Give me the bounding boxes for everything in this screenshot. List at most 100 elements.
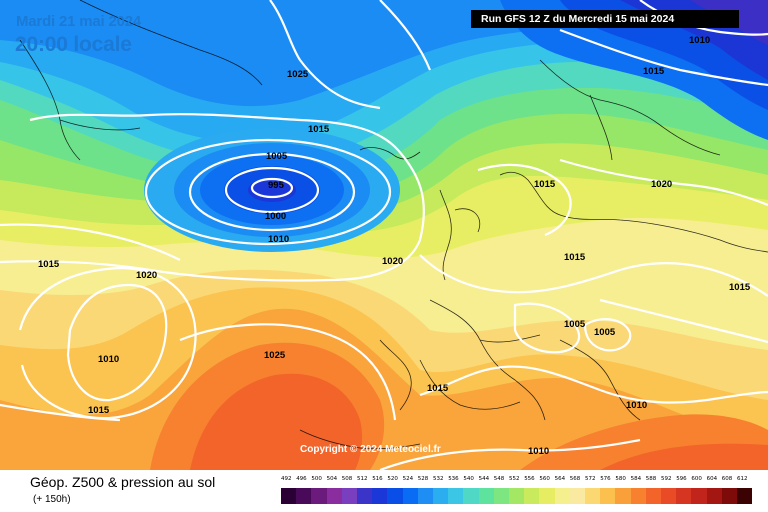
pressure-label: 1005 bbox=[594, 327, 616, 338]
scale-label: 548 bbox=[493, 476, 505, 482]
scale-label: 544 bbox=[478, 476, 490, 482]
pressure-label: 1015 bbox=[308, 124, 330, 135]
scale-swatch bbox=[509, 488, 525, 504]
scale-label: 492 bbox=[281, 476, 292, 482]
scale-swatch bbox=[463, 488, 479, 504]
forecast-date: Mardi 21 mai 2024 bbox=[16, 13, 142, 30]
scale-swatch bbox=[493, 488, 509, 504]
scale-swatch bbox=[737, 488, 753, 504]
scale-label: 560 bbox=[539, 476, 550, 482]
pressure-label: 995 bbox=[268, 180, 285, 191]
pressure-label: 1005 bbox=[564, 319, 586, 330]
scale-swatch bbox=[311, 488, 327, 504]
scale-swatch bbox=[539, 488, 555, 504]
pressure-label: 1000 bbox=[265, 211, 286, 222]
scale-label: 612 bbox=[737, 476, 748, 482]
scale-label: 508 bbox=[341, 476, 353, 482]
color-scale: 492 496 500 504 508 512 516 520 524 528 532 536 540 5… bbox=[281, 476, 753, 504]
scale-swatch bbox=[706, 488, 722, 504]
pressure-label: 1010 bbox=[268, 234, 289, 245]
scale-label: 556 bbox=[524, 476, 535, 482]
scale-label: 564 bbox=[554, 476, 566, 482]
color-scale-swatches bbox=[281, 488, 753, 504]
geopotential-field: 1025 1015 1005 995 1000 1010 1020 1015 1… bbox=[0, 0, 768, 470]
pressure-label: 1005 bbox=[266, 151, 288, 162]
scale-label: 552 bbox=[509, 476, 520, 482]
scale-label: 496 bbox=[296, 476, 307, 482]
isobars bbox=[0, 0, 768, 470]
weather-map: 1025 1015 1005 995 1000 1010 1020 1015 1… bbox=[0, 0, 768, 470]
scale-swatch bbox=[402, 488, 418, 504]
scale-swatch bbox=[569, 488, 585, 504]
scale-swatch bbox=[387, 488, 403, 504]
pressure-label: 1020 bbox=[136, 270, 157, 281]
pressure-label: 1020 bbox=[382, 256, 403, 267]
pressure-labels: 1025 1015 1005 995 1000 1010 1020 1015 1… bbox=[38, 35, 751, 457]
scale-swatch bbox=[721, 488, 737, 504]
pressure-label: 1025 bbox=[264, 350, 286, 361]
pressure-label: 1025 bbox=[287, 69, 309, 80]
scale-label: 536 bbox=[448, 476, 459, 482]
pressure-label: 1015 bbox=[564, 252, 586, 263]
scale-label: 596 bbox=[676, 476, 687, 482]
scale-swatch bbox=[341, 488, 357, 504]
scale-swatch bbox=[296, 488, 312, 504]
pressure-label: 1015 bbox=[643, 66, 665, 77]
scale-swatch bbox=[554, 488, 570, 504]
scale-swatch bbox=[600, 488, 616, 504]
scale-swatch bbox=[676, 488, 692, 504]
copyright-notice: Copyright © 2024 Meteociel.fr bbox=[300, 444, 441, 455]
scale-label: 568 bbox=[569, 476, 581, 482]
scale-label: 584 bbox=[630, 476, 642, 482]
scale-swatch bbox=[417, 488, 433, 504]
scale-label: 572 bbox=[585, 476, 596, 482]
scale-swatch bbox=[661, 488, 677, 504]
scale-swatch bbox=[478, 488, 494, 504]
scale-label: 576 bbox=[600, 476, 611, 482]
scale-label: 504 bbox=[326, 476, 338, 482]
scale-label: 516 bbox=[372, 476, 383, 482]
pressure-label: 1015 bbox=[427, 383, 449, 394]
scale-swatch bbox=[630, 488, 646, 504]
scale-label: 608 bbox=[721, 476, 733, 482]
scale-label: 532 bbox=[433, 476, 444, 482]
pressure-label: 1015 bbox=[729, 282, 751, 293]
scale-swatch bbox=[281, 488, 297, 504]
scale-label: 604 bbox=[706, 476, 718, 482]
lead-time: (+ 150h) bbox=[33, 494, 71, 505]
scale-label: 588 bbox=[645, 476, 657, 482]
pressure-label: 1010 bbox=[626, 400, 647, 411]
pressure-label: 1015 bbox=[38, 259, 60, 270]
scale-swatch bbox=[372, 488, 388, 504]
scale-swatch bbox=[645, 488, 661, 504]
scale-label: 540 bbox=[463, 476, 474, 482]
scale-label: 600 bbox=[691, 476, 702, 482]
scale-swatch bbox=[691, 488, 707, 504]
map-footer: Géop. Z500 & pression au sol (+ 150h) 49… bbox=[0, 470, 768, 512]
scale-label: 580 bbox=[615, 476, 626, 482]
scale-swatch bbox=[615, 488, 631, 504]
scale-label: 592 bbox=[661, 476, 672, 482]
forecast-time: 20:00 locale bbox=[15, 33, 132, 56]
pressure-label: 1015 bbox=[534, 179, 556, 190]
scale-label: 528 bbox=[417, 476, 429, 482]
pressure-label: 1010 bbox=[528, 446, 549, 457]
pressure-label: 1010 bbox=[689, 35, 710, 46]
scale-label: 524 bbox=[402, 476, 414, 482]
pressure-label: 1015 bbox=[88, 405, 110, 416]
product-title: Géop. Z500 & pression au sol bbox=[30, 474, 216, 490]
scale-label: 500 bbox=[311, 476, 322, 482]
color-scale-labels: 492 496 500 504 508 512 516 520 524 528 532 536 540 5… bbox=[281, 476, 753, 486]
coastlines bbox=[19, 0, 768, 450]
scale-swatch bbox=[585, 488, 601, 504]
scale-swatch bbox=[357, 488, 373, 504]
pressure-label: 1020 bbox=[651, 179, 672, 190]
scale-swatch bbox=[433, 488, 449, 504]
model-run-banner: Run GFS 12 Z du Mercredi 15 mai 2024 bbox=[471, 10, 739, 28]
scale-label: 520 bbox=[387, 476, 398, 482]
scale-label: 512 bbox=[357, 476, 368, 482]
scale-swatch bbox=[326, 488, 342, 504]
pressure-label: 1010 bbox=[98, 354, 119, 365]
scale-swatch bbox=[524, 488, 540, 504]
scale-swatch bbox=[448, 488, 464, 504]
